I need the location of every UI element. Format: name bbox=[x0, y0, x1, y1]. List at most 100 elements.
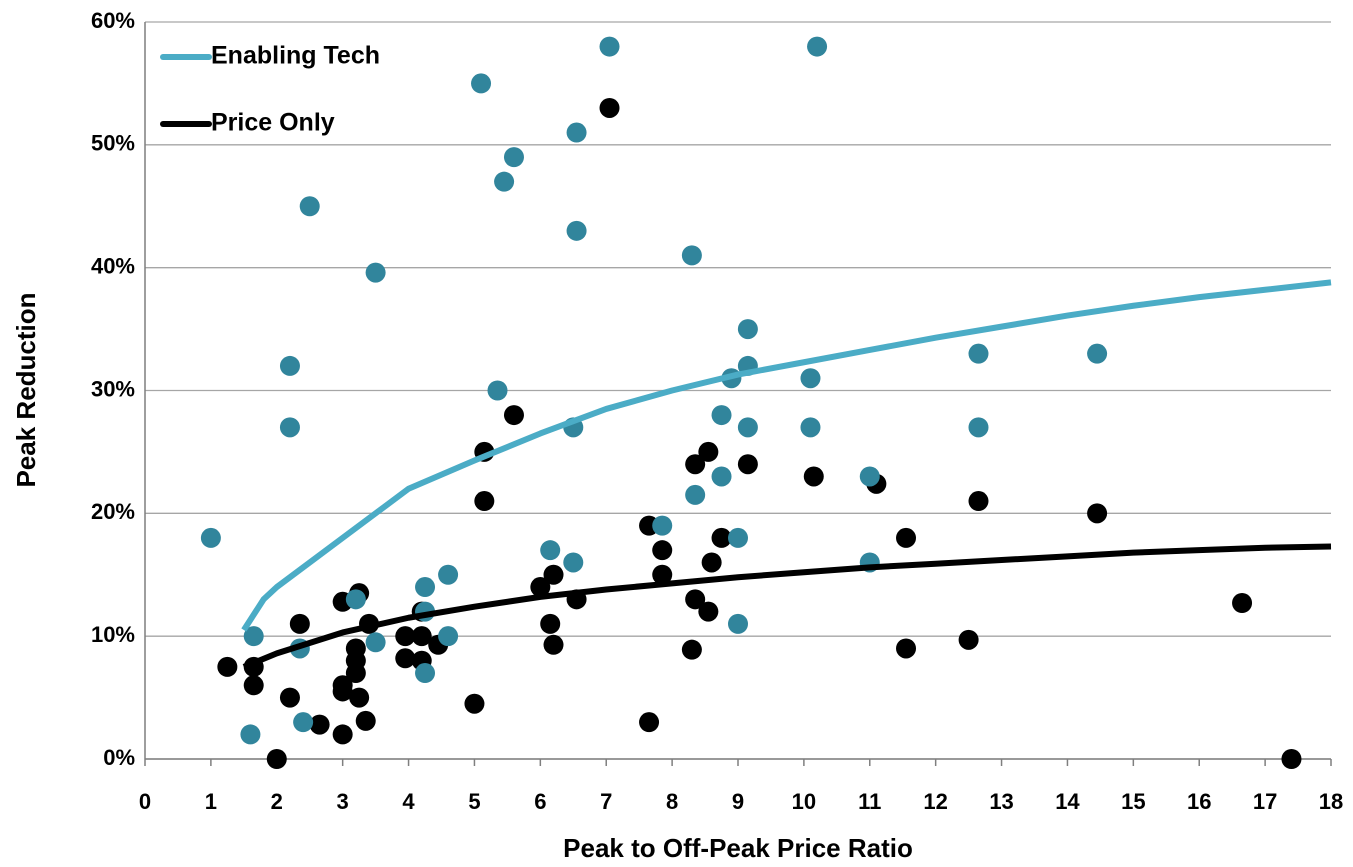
x-tick-label: 3 bbox=[337, 789, 349, 814]
point bbox=[711, 405, 732, 426]
y-tick-label: 30% bbox=[91, 376, 135, 401]
point bbox=[968, 417, 989, 438]
point bbox=[896, 527, 917, 548]
point bbox=[803, 466, 824, 487]
point bbox=[599, 36, 620, 57]
point bbox=[243, 675, 264, 696]
point bbox=[1087, 503, 1108, 524]
x-tick-label: 8 bbox=[666, 789, 678, 814]
y-tick-label: 0% bbox=[103, 745, 135, 770]
point bbox=[289, 613, 310, 634]
point bbox=[652, 515, 673, 536]
y-tick-label: 40% bbox=[91, 253, 135, 278]
x-tick-label: 4 bbox=[402, 789, 415, 814]
point bbox=[487, 380, 508, 401]
point bbox=[711, 466, 732, 487]
x-tick-label: 5 bbox=[468, 789, 480, 814]
point bbox=[1087, 343, 1108, 364]
point bbox=[563, 552, 584, 573]
point bbox=[728, 527, 748, 548]
point bbox=[701, 552, 722, 573]
point bbox=[728, 613, 748, 634]
point bbox=[365, 632, 386, 653]
point bbox=[438, 564, 459, 585]
point bbox=[415, 663, 436, 684]
y-tick-label: 20% bbox=[91, 499, 135, 524]
point bbox=[540, 613, 561, 634]
y-axis-title: Peak Reduction bbox=[11, 292, 41, 487]
point bbox=[349, 687, 370, 708]
legend-label: Price Only bbox=[211, 109, 335, 137]
point bbox=[1281, 749, 1302, 769]
point bbox=[685, 484, 706, 505]
legend-label: Enabling Tech bbox=[211, 42, 380, 70]
point bbox=[474, 491, 495, 512]
point bbox=[299, 196, 320, 217]
point bbox=[859, 466, 880, 487]
y-tick-label: 60% bbox=[91, 8, 135, 33]
x-tick-label: 6 bbox=[534, 789, 546, 814]
point bbox=[737, 319, 758, 340]
fit-line bbox=[242, 543, 1332, 670]
point bbox=[540, 540, 561, 561]
point bbox=[217, 656, 238, 677]
point bbox=[681, 639, 702, 660]
x-tick-label: 16 bbox=[1187, 789, 1211, 814]
x-tick-label: 15 bbox=[1121, 789, 1145, 814]
point bbox=[243, 626, 264, 647]
point bbox=[711, 527, 732, 548]
point bbox=[896, 638, 917, 659]
point bbox=[411, 626, 432, 647]
x-tick-label: 9 bbox=[732, 789, 744, 814]
point bbox=[652, 540, 673, 561]
point bbox=[968, 343, 989, 364]
point bbox=[345, 589, 366, 610]
point bbox=[332, 724, 353, 745]
point bbox=[639, 712, 660, 733]
point bbox=[332, 681, 353, 702]
x-axis-title: Peak to Off-Peak Price Ratio bbox=[563, 833, 913, 863]
point bbox=[365, 262, 386, 283]
point bbox=[685, 454, 706, 475]
x-tick-label: 1 bbox=[205, 789, 217, 814]
point bbox=[698, 601, 719, 622]
x-tick-label: 17 bbox=[1253, 789, 1277, 814]
x-tick-label: 0 bbox=[139, 789, 151, 814]
point bbox=[279, 355, 300, 376]
point bbox=[685, 589, 706, 610]
x-tick-label: 13 bbox=[989, 789, 1013, 814]
point bbox=[807, 36, 828, 57]
x-tick-label: 11 bbox=[858, 789, 881, 814]
point bbox=[464, 693, 485, 714]
point bbox=[200, 527, 221, 548]
point bbox=[503, 147, 524, 168]
point bbox=[968, 491, 989, 512]
x-tick-label: 14 bbox=[1055, 789, 1080, 814]
point bbox=[395, 648, 416, 669]
point bbox=[494, 171, 515, 192]
y-tick-label: 10% bbox=[91, 622, 135, 647]
point bbox=[737, 417, 758, 438]
point bbox=[355, 710, 376, 731]
x-tick-label: 7 bbox=[600, 789, 612, 814]
point bbox=[800, 368, 821, 389]
point bbox=[530, 577, 551, 598]
point bbox=[566, 122, 587, 143]
x-tick-label: 2 bbox=[271, 789, 283, 814]
point bbox=[1232, 593, 1253, 614]
x-tick-label: 12 bbox=[923, 789, 947, 814]
point bbox=[293, 712, 314, 733]
fit-line bbox=[241, 279, 1332, 632]
point bbox=[737, 454, 758, 475]
point bbox=[438, 626, 459, 647]
point bbox=[395, 626, 416, 647]
point bbox=[800, 417, 821, 438]
point bbox=[309, 714, 330, 735]
y-tick-label: 50% bbox=[91, 131, 135, 156]
x-tick-label: 10 bbox=[792, 789, 816, 814]
point bbox=[503, 405, 524, 426]
point bbox=[415, 577, 436, 598]
point bbox=[599, 97, 620, 118]
point bbox=[681, 245, 702, 266]
